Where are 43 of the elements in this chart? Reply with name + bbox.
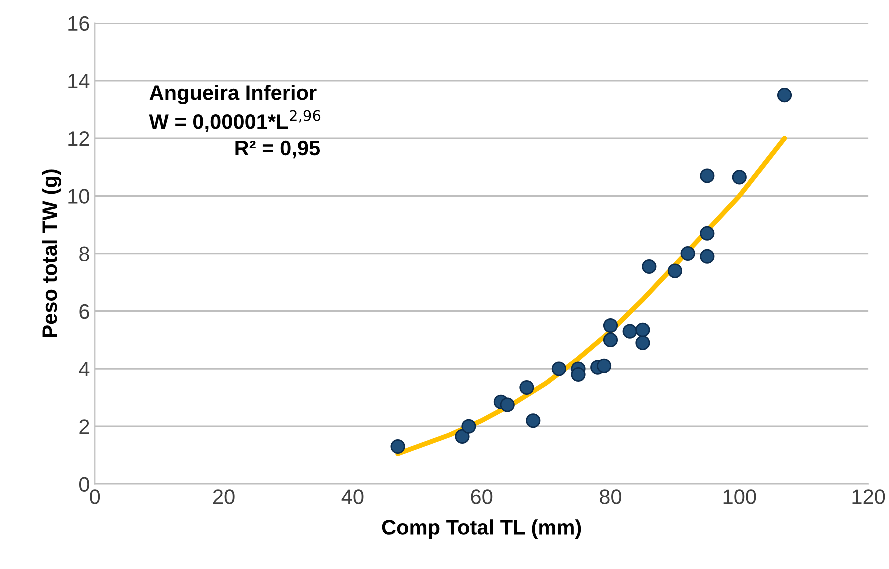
x-tick-label: 40: [342, 490, 364, 504]
x-tick-label: 100: [724, 490, 756, 504]
point: [571, 367, 586, 382]
x-tick-label: 0: [90, 490, 100, 504]
y-tick-label: 12: [68, 132, 90, 146]
annotation: R² = 0,95: [236, 140, 320, 159]
point: [668, 264, 682, 278]
annotation: Angueira Inferior: [150, 85, 317, 105]
point: [732, 170, 747, 185]
x-tick-label: 120: [852, 490, 886, 504]
y-tick-label: 16: [68, 16, 90, 32]
point: [603, 332, 618, 348]
point: [777, 88, 792, 103]
annotation: W = 0,00001*L$^{2,96}$: [149, 110, 321, 132]
y-tick-label: 8: [80, 246, 90, 262]
point: [700, 226, 715, 241]
point: [390, 439, 406, 454]
x-tick-label: 80: [600, 490, 622, 504]
point: [636, 322, 650, 338]
y-tick-label: 2: [80, 420, 90, 434]
point: [462, 419, 476, 434]
point: [622, 324, 638, 339]
point: [526, 414, 541, 428]
point: [455, 429, 470, 444]
y-tick-label: 4: [79, 362, 90, 377]
point: [680, 246, 696, 262]
point: [642, 259, 657, 274]
y-tick-label: 14: [68, 74, 90, 88]
point: [636, 336, 650, 350]
x-axis-title: Comp Total TL (mm): [382, 520, 582, 540]
point: [597, 358, 612, 374]
y-tick-label: 10: [68, 189, 90, 204]
point: [520, 380, 534, 396]
point: [700, 168, 715, 184]
point: [552, 362, 566, 376]
y-tick-label: 6: [80, 304, 90, 320]
point: [603, 318, 618, 334]
y-tick-label: 0: [79, 477, 90, 492]
y-axis-title: Peso total TW (g): [42, 170, 62, 338]
x-tick-label: 60: [471, 490, 493, 504]
point: [500, 398, 515, 412]
point: [700, 249, 715, 264]
x-tick-label: 20: [213, 490, 235, 504]
